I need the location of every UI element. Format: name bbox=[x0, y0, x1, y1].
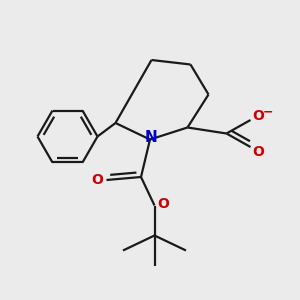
Text: O: O bbox=[252, 109, 264, 122]
Text: N: N bbox=[145, 130, 158, 146]
Text: O: O bbox=[252, 145, 264, 158]
Text: O: O bbox=[158, 197, 169, 211]
Text: O: O bbox=[92, 173, 104, 187]
Text: −: − bbox=[263, 105, 273, 118]
